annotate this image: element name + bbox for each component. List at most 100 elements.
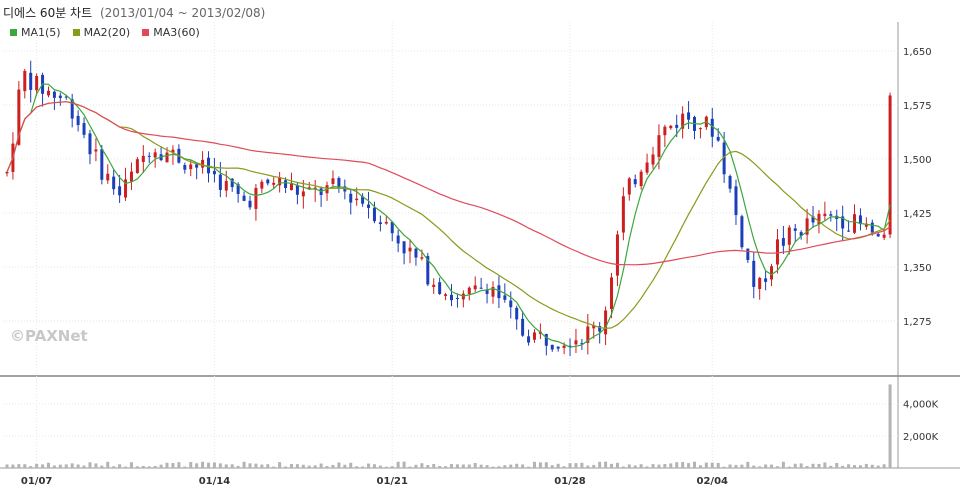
volume-bar	[52, 465, 56, 468]
volume-bar	[201, 461, 205, 468]
volume-bar	[467, 464, 471, 468]
candle-body	[586, 326, 590, 343]
volume-bar	[402, 461, 406, 468]
volume-bar	[698, 465, 702, 468]
candle-body	[35, 75, 39, 91]
volume-bar	[35, 463, 39, 468]
volume-bar	[171, 463, 175, 468]
candle-body	[853, 214, 857, 233]
candle-body	[384, 221, 388, 224]
candle-body	[426, 256, 430, 285]
candle-body	[408, 247, 412, 252]
volume-bar	[663, 463, 667, 468]
volume-bar	[301, 464, 305, 468]
volume-bar	[384, 466, 388, 468]
candle-body	[266, 179, 270, 184]
price-tick-label: 1,350	[903, 263, 932, 274]
volume-bar	[106, 461, 110, 468]
volume-bar	[853, 465, 857, 468]
volume-bar	[716, 462, 720, 468]
volume-bar	[657, 464, 661, 468]
candle-body	[556, 346, 560, 349]
candle-body	[337, 178, 341, 188]
volume-bar	[586, 465, 590, 468]
volume-bar	[621, 466, 625, 468]
candle-body	[100, 149, 104, 180]
volume-bar	[23, 464, 27, 468]
volume-bar	[681, 462, 685, 468]
volume-bar	[289, 463, 293, 468]
candle-body	[94, 149, 98, 152]
candle-body	[112, 176, 116, 190]
volume-bar	[266, 464, 270, 468]
candle-body	[118, 186, 122, 196]
volume-bar	[313, 465, 317, 468]
volume-bar	[675, 462, 679, 468]
date-tick-label: 01/21	[376, 476, 408, 487]
price-tick-label: 1,500	[903, 155, 932, 166]
candle-body	[669, 125, 673, 129]
candle-body	[289, 183, 293, 191]
volume-bar	[864, 463, 868, 468]
candle-body	[402, 241, 406, 254]
volume-bar	[752, 465, 756, 468]
legend-ma3-label: MA3(60)	[153, 26, 200, 39]
volume-bar	[485, 465, 489, 468]
volume-bar	[64, 464, 68, 468]
candle-body	[29, 72, 33, 90]
watermark: ©PAXNet	[10, 327, 88, 345]
volume-bar	[479, 464, 483, 468]
volume-bar	[5, 464, 9, 468]
volume-bar	[497, 466, 501, 468]
date-range: (2013/01/04 ~ 2013/02/08)	[99, 6, 266, 20]
candle-body	[805, 218, 809, 235]
volume-bar	[189, 462, 193, 468]
volume-bar	[491, 466, 495, 468]
volume-bar	[325, 466, 329, 468]
volume-bar	[135, 466, 139, 468]
legend: MA1(5) MA2(20) MA3(60)	[10, 26, 200, 39]
candle-body	[858, 215, 862, 225]
volume-bar	[177, 462, 181, 468]
volume-bar	[882, 464, 886, 468]
volume-bar	[740, 464, 744, 468]
volume-bar	[272, 466, 276, 468]
volume-bar	[414, 464, 418, 468]
candle-body	[254, 187, 258, 209]
volume-bar	[307, 465, 311, 468]
volume-bar	[248, 463, 252, 468]
volume-bar	[787, 466, 791, 468]
volume-bar	[165, 462, 169, 468]
volume-bar	[337, 462, 341, 468]
candle-body	[361, 196, 365, 204]
volume-bar	[319, 463, 323, 468]
candle-body	[248, 200, 252, 208]
volume-bar	[230, 464, 234, 468]
volume-bar	[592, 464, 596, 468]
candle-body	[870, 222, 874, 233]
candle-body	[645, 162, 649, 173]
volume-bar	[888, 384, 892, 468]
candle-body	[847, 230, 851, 232]
volume-bar	[124, 466, 128, 468]
volume-bar	[46, 462, 50, 468]
volume-bar	[858, 465, 862, 468]
candle-body	[841, 216, 845, 229]
volume-bar	[147, 466, 151, 468]
volume-bar	[598, 461, 602, 468]
candle-body	[70, 99, 74, 119]
candle-body	[716, 136, 720, 141]
candle-body	[224, 180, 228, 191]
volume-bar	[455, 464, 459, 468]
volume-bar	[118, 464, 122, 468]
candle-body	[627, 178, 631, 195]
candle-body	[295, 185, 299, 195]
candle-body	[396, 235, 400, 244]
candle-body	[349, 193, 353, 203]
volume-bar	[734, 464, 738, 468]
volume-bar	[295, 464, 299, 468]
candle-body	[746, 248, 750, 261]
volume-bar	[615, 462, 619, 468]
volume-bar	[562, 466, 566, 468]
